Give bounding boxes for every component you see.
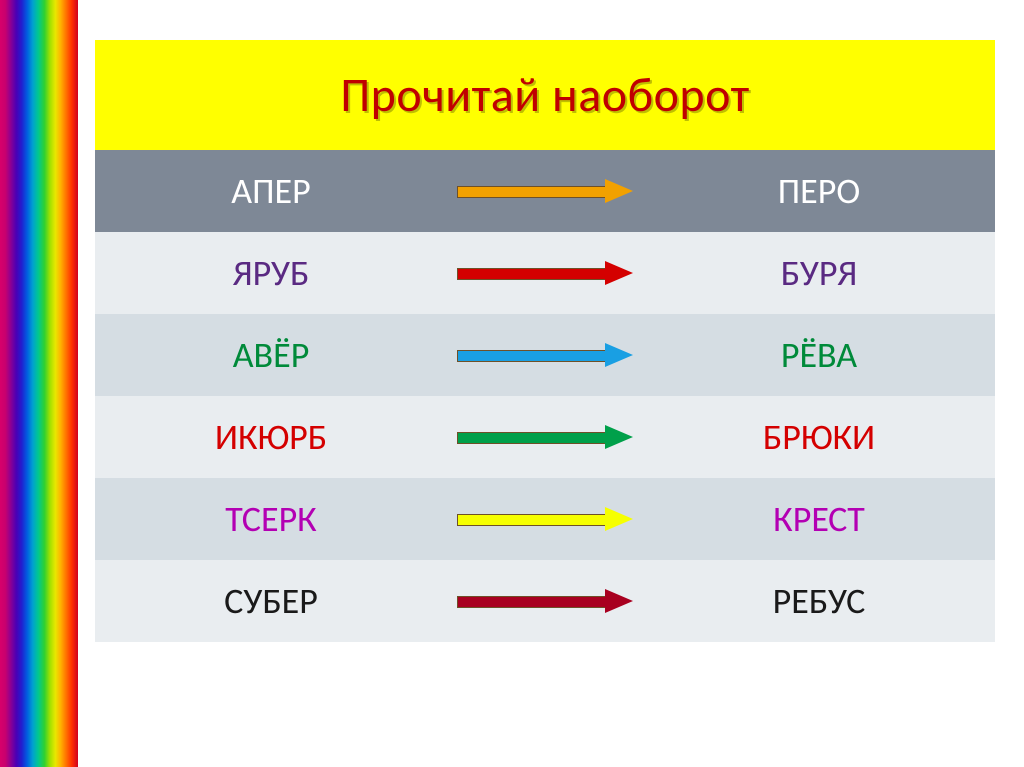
table-row: СУБЕР РЕБУС	[95, 560, 995, 642]
answer-word: КРЕСТ	[643, 497, 995, 541]
header-left-word: АПЕР	[95, 169, 447, 213]
reversed-word: ИКЮРБ	[95, 415, 447, 459]
arrow-cell	[447, 345, 643, 365]
arrow-icon	[457, 263, 633, 283]
arrow-cell	[447, 591, 643, 611]
arrow-cell	[447, 509, 643, 529]
table-row: ТСЕРК КРЕСТ	[95, 478, 995, 560]
arrow-cell	[447, 427, 643, 447]
header-right-word: ПЕРО	[643, 169, 995, 213]
answer-word: БУРЯ	[643, 251, 995, 295]
table-header-row: АПЕР ПЕРО	[95, 150, 995, 232]
reversed-word: ЯРУБ	[95, 251, 447, 295]
answer-word: РЁВА	[643, 333, 995, 377]
word-table: АПЕР ПЕРО ЯРУБ БУРЯ АВЁР РЁВА ИКЮРБ БРЮКИ ТСЕР…	[95, 150, 995, 642]
answer-word: БРЮКИ	[643, 415, 995, 459]
answer-word: РЕБУС	[643, 579, 995, 623]
reversed-word: АВЁР	[95, 333, 447, 377]
header-arrow-cell	[447, 181, 643, 201]
table-row: ЯРУБ БУРЯ	[95, 232, 995, 314]
arrow-icon	[457, 345, 633, 365]
arrow-icon	[457, 181, 633, 201]
content-area: Прочитай наоборот АПЕР ПЕРО ЯРУБ БУРЯ АВЁР…	[95, 40, 995, 642]
reversed-word: ТСЕРК	[95, 497, 447, 541]
arrow-icon	[457, 591, 633, 611]
table-row: ИКЮРБ БРЮКИ	[95, 396, 995, 478]
table-row: АВЁР РЁВА	[95, 314, 995, 396]
slide: Прочитай наоборот АПЕР ПЕРО ЯРУБ БУРЯ АВЁР…	[0, 0, 1024, 767]
slide-title: Прочитай наоборот	[95, 40, 995, 150]
arrow-icon	[457, 509, 633, 529]
reversed-word: СУБЕР	[95, 579, 447, 623]
arrow-icon	[457, 427, 633, 447]
rainbow-sidebar	[0, 0, 78, 767]
arrow-cell	[447, 263, 643, 283]
